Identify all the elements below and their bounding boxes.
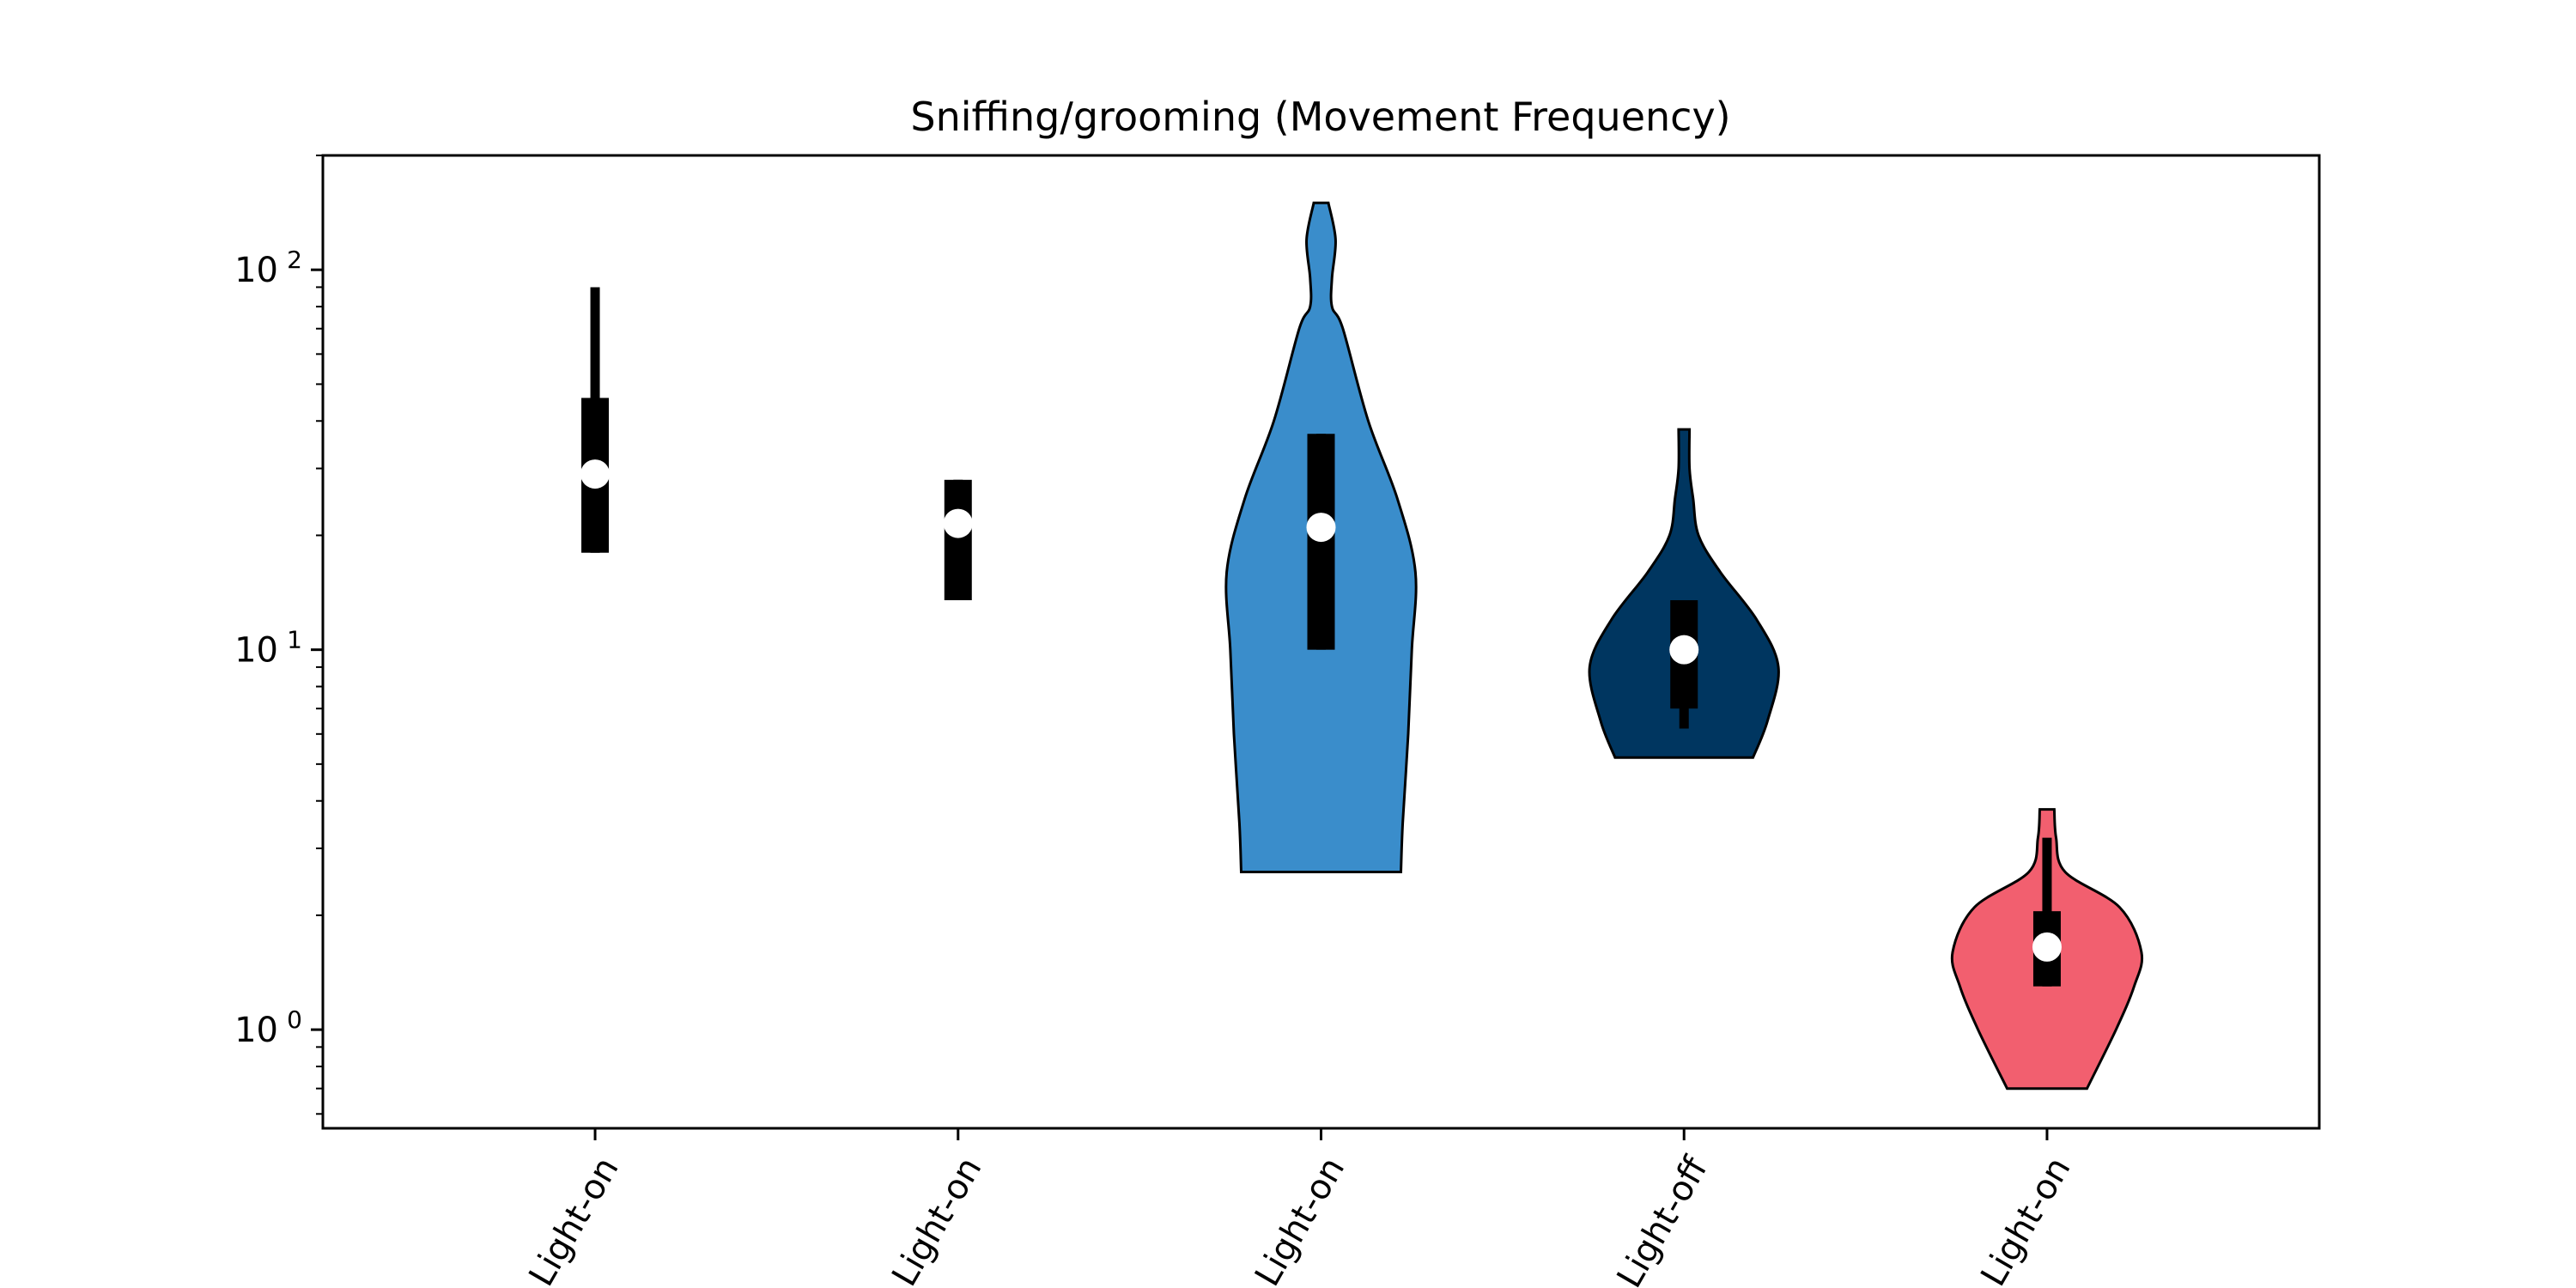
y-axis: 10 0 10 1 10 2 <box>234 155 323 1115</box>
chart-title: Sniffing/grooming (Movement Frequency) <box>910 94 1730 140</box>
violin-body <box>1588 428 1780 759</box>
median-marker <box>943 508 973 538</box>
violins-group <box>580 201 2144 1091</box>
x-tick-label: Light-on <box>521 1151 626 1288</box>
y-tick-label: 10 <box>234 1011 278 1050</box>
median-marker <box>580 459 611 489</box>
y-tick-exponent: 2 <box>287 246 302 274</box>
median-marker <box>1306 513 1336 543</box>
y-tick-exponent: 0 <box>287 1005 302 1034</box>
y-tick-exponent: 1 <box>287 626 302 654</box>
x-tick-label: Light-on <box>884 1151 989 1288</box>
y-tick-label: 10 <box>234 251 278 290</box>
x-tick-label: Light-on <box>1248 1151 1352 1288</box>
median-marker <box>1669 635 1699 665</box>
iqr-box <box>944 479 972 600</box>
x-tick-label: Light-on <box>1973 1151 2078 1288</box>
x-axis: Light-on Light-on Light-on Light-off Light-o… <box>521 1128 2079 1288</box>
y-tick-label: 10 <box>234 631 278 671</box>
x-tick-label: Light-off <box>1610 1150 1716 1288</box>
median-marker <box>2032 932 2062 962</box>
